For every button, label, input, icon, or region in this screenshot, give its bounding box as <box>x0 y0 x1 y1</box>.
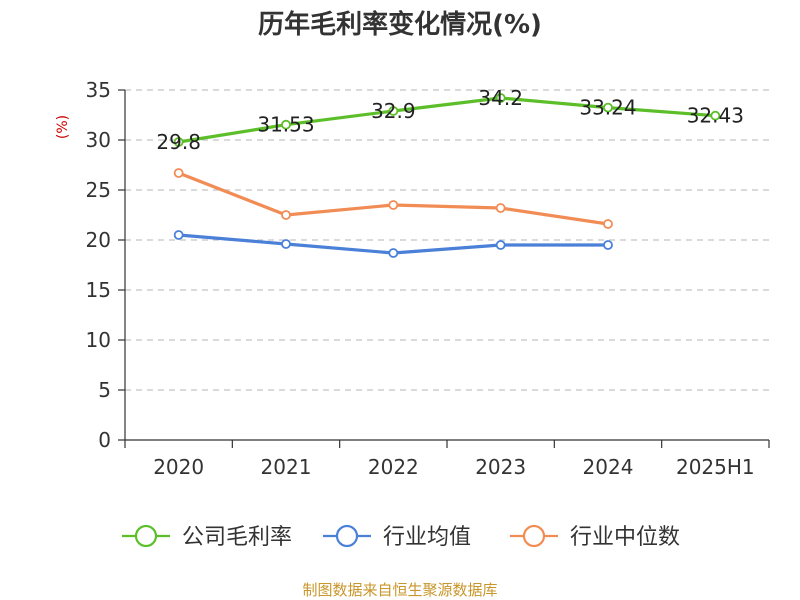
data-label: 29.8 <box>156 130 201 154</box>
axes: 0 5 10 15 20 25 30 35 2020 2021 2022 2023 2024 2025H1 <box>86 78 770 479</box>
data-point <box>388 106 399 116</box>
x-tick-label: 2022 <box>368 455 419 479</box>
y-tick-label: 35 <box>86 78 111 102</box>
y-tick-label: 15 <box>86 278 111 302</box>
data-labels: 29.8 31.53 32.9 34.2 33.24 32.43 <box>156 86 744 154</box>
legend-label: 行业均值 <box>383 525 471 550</box>
y-tick-label: 25 <box>86 178 111 202</box>
data-label: 33.24 <box>579 96 636 120</box>
data-point <box>281 119 291 130</box>
data-point <box>603 102 613 113</box>
x-tick-label: 2020 <box>153 455 204 479</box>
data-label: 32.9 <box>371 99 416 123</box>
series-line <box>178 171 609 226</box>
x-tick-label: 2023 <box>475 455 526 479</box>
y-tick-label: 20 <box>86 228 111 252</box>
y-axis-unit: (%) <box>55 115 71 139</box>
legend-label: 行业中位数 <box>570 525 680 550</box>
data-label: 32.43 <box>687 104 744 128</box>
data-point <box>710 110 721 121</box>
data-point <box>173 168 184 178</box>
chart-title: 历年毛利率变化情况(%) <box>258 9 542 40</box>
grid-lines <box>125 89 769 391</box>
data-point <box>495 240 506 250</box>
y-tick-label: 0 <box>98 428 111 452</box>
y-tick-label: 10 <box>86 328 111 352</box>
series-layer <box>173 93 721 258</box>
x-tick-label: 2024 <box>583 455 634 479</box>
legend-item: 公司毛利率 <box>122 524 292 550</box>
data-point <box>495 93 506 103</box>
x-tick-label: 2021 <box>261 455 312 479</box>
data-point <box>173 230 184 240</box>
legend-marker <box>522 524 546 548</box>
data-label: 31.53 <box>257 113 314 137</box>
data-point <box>388 200 399 210</box>
x-tick-label: 2025H1 <box>676 455 755 479</box>
legend-item: 行业均值 <box>323 524 471 550</box>
y-tick-label: 5 <box>98 378 111 402</box>
legend-marker <box>335 524 359 548</box>
data-label: 34.2 <box>478 86 523 110</box>
legend: 公司毛利率 行业均值 行业中位数 <box>122 524 680 550</box>
y-tick-label: 30 <box>86 128 111 152</box>
legend-marker <box>134 524 158 548</box>
data-point <box>603 219 613 229</box>
data-point <box>173 137 184 147</box>
series-line <box>178 96 716 144</box>
data-point <box>281 239 291 249</box>
data-point <box>281 210 291 220</box>
data-point <box>495 203 506 213</box>
legend-label: 公司毛利率 <box>182 525 292 550</box>
data-point <box>603 240 613 250</box>
source-note: 制图数据来自恒生聚源数据库 <box>302 581 497 599</box>
legend-item: 行业中位数 <box>510 524 680 550</box>
data-point <box>388 248 399 258</box>
